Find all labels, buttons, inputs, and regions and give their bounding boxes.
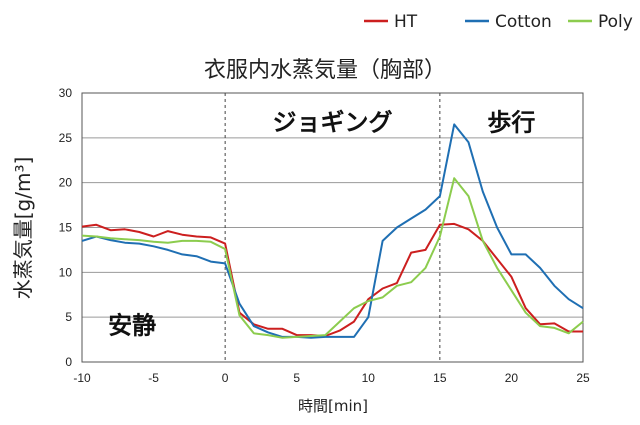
y-tick-label: 15 <box>59 221 73 235</box>
y-tick-label: 0 <box>65 355 72 369</box>
legend-label-cotton: Cotton <box>495 12 552 32</box>
series-line-cotton <box>81 123 584 339</box>
phase-label-2: 歩行 <box>487 109 535 137</box>
x-axis-label: 時間[min] <box>298 397 368 415</box>
x-tick-label: 25 <box>576 371 590 385</box>
x-tick-labels: -10 -5 0 5 10 15 20 25 <box>73 371 590 385</box>
y-tick-labels: 0 5 10 15 20 25 30 <box>59 86 73 369</box>
series-line-ht <box>81 222 583 337</box>
x-tick-label: 5 <box>293 371 300 385</box>
gridlines <box>82 137 583 318</box>
x-tick-label: 10 <box>362 371 376 385</box>
legend-label-ht: HT <box>394 12 418 32</box>
x-tick-label: 15 <box>433 371 447 385</box>
y-tick-label: 20 <box>59 176 73 190</box>
x-tick-label: -10 <box>73 371 91 385</box>
phase-label-0: 安静 <box>108 311 156 339</box>
x-tick-label: 20 <box>505 371 519 385</box>
x-tick-label: 0 <box>222 371 229 385</box>
chart-title: 衣服内水蒸気量（胸部） <box>204 58 446 83</box>
y-tick-label: 5 <box>65 310 72 324</box>
y-tick-label: 30 <box>59 86 73 100</box>
phase-labels: 安静 ジョギング 歩行 <box>108 109 535 340</box>
legend-label-poly: Poly <box>598 12 633 32</box>
plot-frame <box>81 92 584 363</box>
phase-dividers <box>224 93 441 362</box>
phase-label-1: ジョギング <box>273 109 393 137</box>
y-tick-label: 25 <box>59 131 73 145</box>
series-lines <box>81 123 584 339</box>
series-line-poly <box>81 177 584 339</box>
y-tick-label: 10 <box>59 265 73 279</box>
x-tick-label: -5 <box>148 371 159 385</box>
y-axis-label: 水蒸気量[g/m³] <box>11 157 35 300</box>
legend: HT Cotton Poly <box>364 12 633 32</box>
